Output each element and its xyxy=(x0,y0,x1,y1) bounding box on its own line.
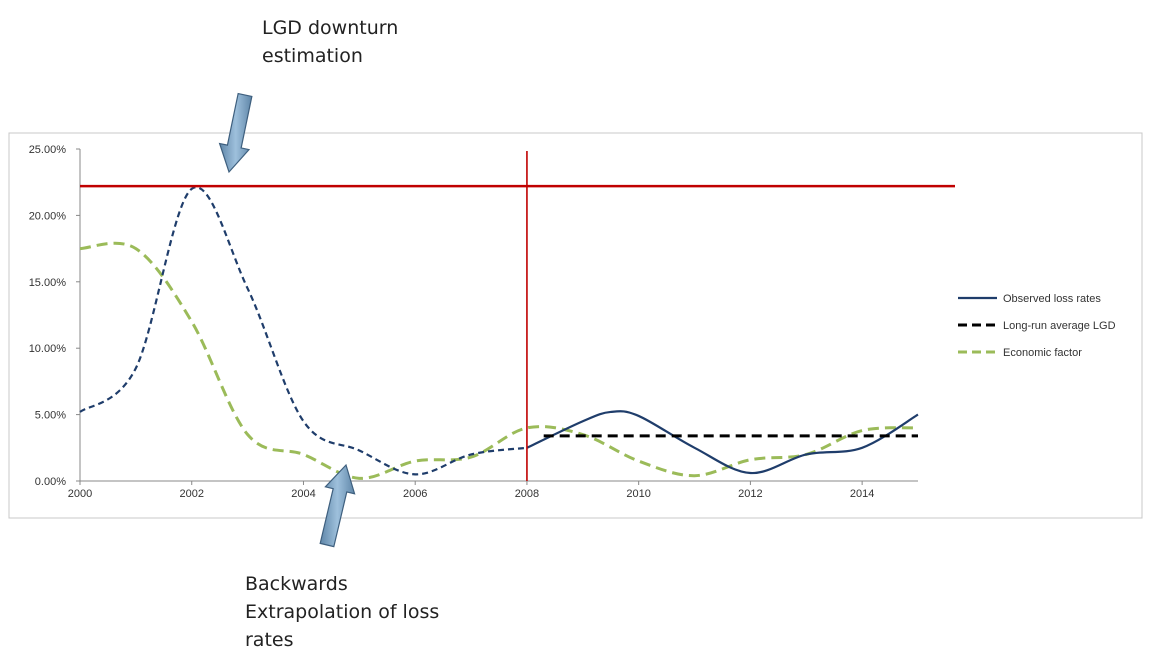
series-line-observed-loss-rates xyxy=(526,410,919,475)
x-tick-label: 2012 xyxy=(738,488,762,500)
x-tick-label: 2014 xyxy=(850,488,874,500)
x-tick-label: 2006 xyxy=(403,488,427,500)
x-tick-label: 2010 xyxy=(626,488,650,500)
legend: Observed loss rates Long-run average LGD E… xyxy=(958,293,1116,359)
y-tick-label: 15.00% xyxy=(29,277,67,289)
series-line-backwards-extrapolated-loss-rates xyxy=(79,186,528,476)
y-tick-label: 5.00% xyxy=(35,410,66,422)
extrapolation-callout: Backwards Extrapolation of loss rates xyxy=(245,573,440,651)
y-tick-label: 0.00% xyxy=(35,476,66,488)
x-tick-label: 2000 xyxy=(68,488,92,500)
series-line-economic-factor xyxy=(79,241,919,480)
downturn-arrow-icon xyxy=(218,92,253,174)
downturn-callout: LGD downturn estimation xyxy=(262,17,399,67)
legend-label: Economic factor xyxy=(1003,347,1082,359)
x-tick-label: 2004 xyxy=(291,488,315,500)
extrapolation-arrow-icon xyxy=(319,463,356,548)
y-tick-label: 25.00% xyxy=(29,144,67,156)
legend-label: Long-run average LGD xyxy=(1003,320,1116,332)
legend-label: Observed loss rates xyxy=(1003,293,1101,305)
chart-frame xyxy=(8,132,1143,519)
x-tick-label: 2008 xyxy=(515,488,539,500)
x-tick-label: 2002 xyxy=(179,488,203,500)
y-tick-label: 20.00% xyxy=(29,210,67,222)
y-tick-label: 10.00% xyxy=(29,343,67,355)
